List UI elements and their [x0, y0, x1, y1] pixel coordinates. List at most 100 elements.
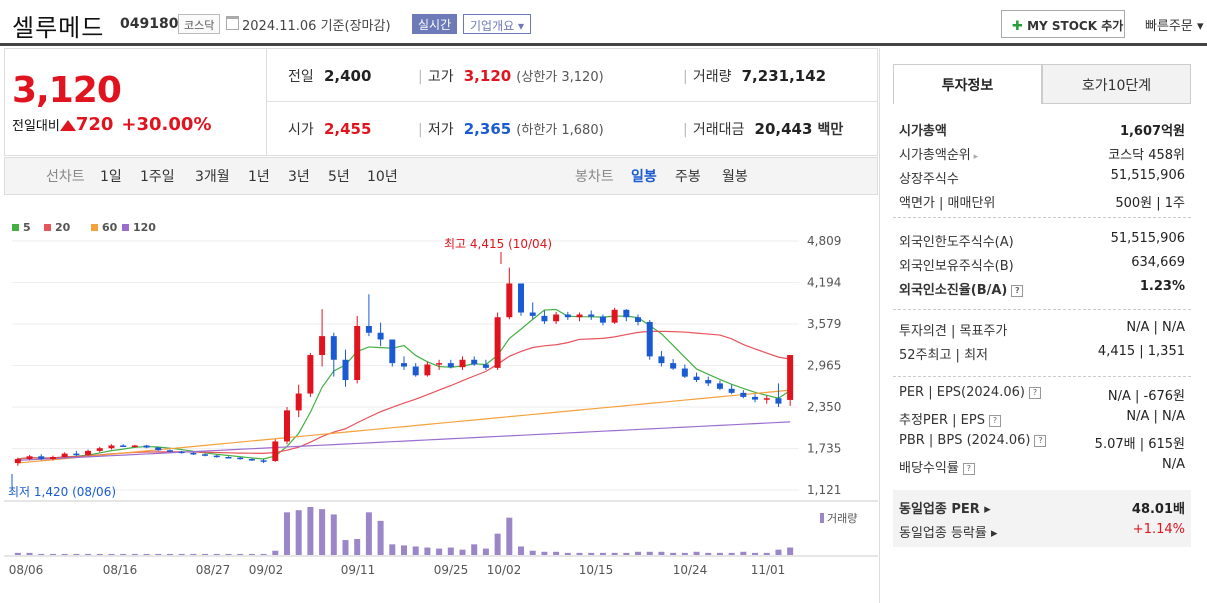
stock-code: 049180: [120, 16, 179, 32]
info-label: PBR | BPS (2024.06): [899, 433, 1031, 448]
x-tick-label: 11/01: [751, 563, 786, 577]
candle-daily[interactable]: 일봉: [631, 169, 657, 185]
realtime-button[interactable]: 실시간: [412, 14, 458, 34]
info-row: 시가총액순위 ▸ 코스닥 458위: [899, 144, 1185, 163]
volume-bar: [49, 553, 56, 555]
volume-bar: [752, 552, 759, 555]
legend-swatch: [44, 224, 51, 231]
x-tick-label: 08/06: [9, 563, 44, 577]
volume-bar: [295, 510, 302, 555]
candle: [412, 366, 419, 376]
info-value: 4,415 | 1,351: [1097, 344, 1185, 359]
x-tick-label: 10/02: [487, 563, 522, 577]
calendar-icon: [226, 16, 239, 30]
period-3y[interactable]: 3년: [288, 169, 310, 185]
legend-swatch: [122, 224, 129, 231]
candle-chart-label: 봉차트: [575, 169, 614, 185]
candle: [248, 459, 255, 461]
candle-monthly[interactable]: 월봉: [722, 169, 748, 185]
info-label: 외국인한도주식수(A): [899, 235, 1014, 250]
period-1d[interactable]: 1일: [100, 169, 122, 185]
candle: [85, 450, 92, 455]
candle: [775, 398, 782, 404]
stat-amount: | 거래대금 20,443 백만: [683, 120, 844, 138]
info-row: 52주최고 | 최저 4,415 | 1,351: [899, 344, 1185, 363]
price-change: 전일대비 720 +30.00%: [12, 114, 212, 135]
info-value: 1.23%: [1139, 279, 1185, 294]
stat-open: 시가 2,455: [288, 120, 372, 138]
info-label: 시가총액: [899, 124, 947, 139]
candle: [155, 447, 162, 451]
help-icon[interactable]: ?: [1011, 285, 1024, 297]
candle: [143, 445, 150, 448]
volume-bar: [248, 553, 255, 555]
period-1w[interactable]: 1주일: [140, 169, 175, 185]
volume-bar: [447, 547, 454, 555]
market-badge: 코스닥: [178, 14, 221, 34]
quick-order-dropdown[interactable]: 빠른주문 ▾: [1145, 19, 1204, 34]
arrow-right-icon[interactable]: ▸: [970, 152, 979, 162]
period-10y[interactable]: 10년: [367, 169, 398, 185]
volume-bar: [424, 547, 431, 555]
moving-average-line: [17, 421, 791, 461]
y-tick-label: 1,735: [807, 442, 841, 456]
help-icon[interactable]: ?: [962, 463, 975, 475]
volume-bar: [272, 550, 279, 555]
volume-bar: [319, 509, 326, 555]
divider: [893, 217, 1191, 218]
help-icon[interactable]: ?: [1028, 387, 1041, 399]
period-5y[interactable]: 5년: [328, 169, 350, 185]
candle: [424, 364, 431, 376]
peer-row[interactable]: 동일업종 등락률 ▸ +1.14%: [899, 522, 1185, 541]
volume-bar: [728, 552, 735, 555]
tab-order-book[interactable]: 호가10단계: [1042, 64, 1191, 104]
x-tick-label: 08/27: [196, 563, 231, 577]
x-tick-label: 09/25: [434, 563, 469, 577]
legend-label: 60: [102, 221, 118, 234]
info-value: 1,607억원: [1119, 124, 1185, 139]
candle: [295, 393, 302, 411]
candle: [26, 456, 33, 460]
candle: [436, 363, 443, 365]
volume-bar: [436, 548, 443, 555]
volume-bar: [178, 553, 185, 555]
high-label: 최고 4,415 (10/04): [444, 237, 552, 251]
candle: [716, 383, 723, 389]
candle: [166, 450, 173, 452]
candle: [401, 363, 407, 367]
y-tick-label: 2,350: [807, 400, 841, 414]
volume-bar: [529, 550, 536, 555]
peer-value: 48.01배: [1131, 502, 1185, 517]
chevron-down-icon: ▾: [518, 19, 525, 33]
volume-bar: [740, 551, 747, 555]
candle: [131, 445, 138, 448]
price-chart[interactable]: 5 20 60 120 4,809 4,194 3,579 2,965 2,350 1,735 1,…: [4, 196, 878, 603]
candle: [202, 454, 209, 456]
candle: [38, 456, 45, 460]
period-1y[interactable]: 1년: [248, 169, 270, 185]
candle: [61, 453, 68, 457]
peer-label: 동일업종 PER ▸: [899, 502, 991, 517]
info-value: N/A: [1162, 457, 1185, 472]
company-overview-dropdown[interactable]: 기업개요 ▾: [463, 14, 532, 34]
candle: [541, 315, 548, 322]
volume-bar: [377, 520, 384, 555]
info-label: PER | EPS(2024.06): [899, 385, 1025, 400]
tab-investment-info[interactable]: 투자정보: [893, 64, 1042, 104]
help-icon[interactable]: ?: [1034, 435, 1047, 447]
help-icon[interactable]: ?: [988, 415, 1001, 427]
x-tick-label: 09/02: [249, 563, 284, 577]
volume-bar: [354, 539, 361, 555]
candle-weekly[interactable]: 주봉: [675, 169, 701, 185]
candle: [471, 359, 478, 365]
y-tick-label: 3,579: [807, 317, 841, 331]
legend-label: 20: [55, 221, 71, 234]
info-label: 상장주식수: [899, 172, 959, 187]
peer-row[interactable]: 동일업종 PER ▸ 48.01배: [899, 498, 1185, 517]
info-label: 투자의견 | 목표주가: [899, 324, 1008, 339]
candle: [529, 312, 536, 316]
candle: [377, 332, 384, 340]
period-3m[interactable]: 3개월: [195, 169, 230, 185]
volume-bar: [541, 551, 548, 555]
add-mystock-button[interactable]: ✚ MY STOCK 추가: [1001, 10, 1125, 38]
